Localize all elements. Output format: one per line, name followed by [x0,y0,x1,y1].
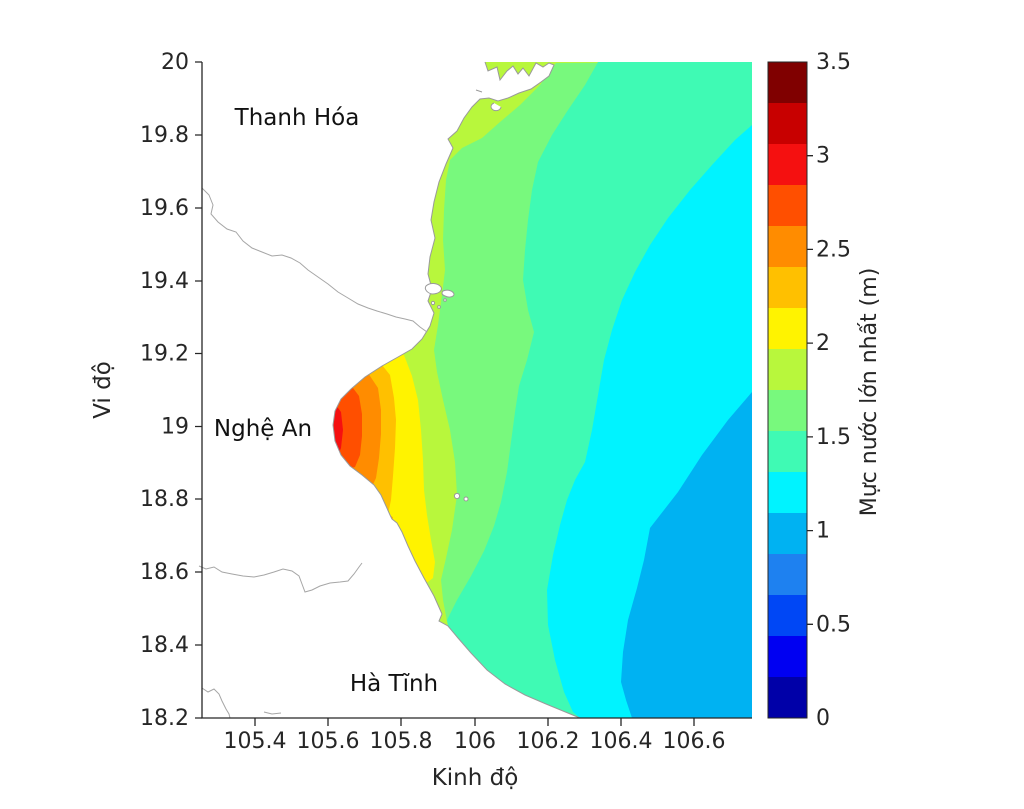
y-tick-18.4: 18.4 [140,633,189,658]
islet [490,102,502,112]
y-axis-label: Vi độ [90,361,116,419]
x-axis-label: Kinh độ [432,765,519,791]
colorbar-ticks [807,155,813,625]
colorbar-segment-0.44-0.66 [768,595,807,636]
islands [424,89,502,502]
colorbar-segment-0.00-0.22 [768,677,807,718]
cbar-tick-1.5: 1.5 [816,425,851,450]
x-tick-106.2: 106.2 [517,729,580,754]
island [441,289,455,298]
colorbar-segment-0.88-1.09 [768,513,807,554]
x-tick-labels: 105.4 105.6 105.8 106 106.2 106.4 106.6 [224,729,726,754]
colorbar-segment-1.09-1.31 [768,472,807,513]
cbar-tick-1: 1 [816,519,830,544]
y-tick-18.2: 18.2 [140,706,189,731]
x-tick-106.4: 106.4 [590,729,653,754]
colorbar-segment-3.06-3.28 [768,103,807,144]
y-tick-19.4: 19.4 [140,269,189,294]
colorbar-segment-2.63-2.84 [768,185,807,226]
colorbar-segment-1.53-1.75 [768,390,807,431]
cbar-tick-3: 3 [816,144,830,169]
x-tick-105.8: 105.8 [370,729,433,754]
colorbar-segment-0.22-0.44 [768,636,807,677]
province-boundaries [198,187,428,719]
y-tick-19.8: 19.8 [140,123,189,148]
y-tick-19: 19 [161,415,189,440]
colorbar-segment-0.66-0.88 [768,554,807,595]
island [424,283,442,295]
colorbar-segment-2.84-3.06 [768,144,807,185]
region-label-nghe-an: Nghệ An [214,416,312,442]
x-tick-105.4: 105.4 [224,729,287,754]
x-tick-106: 106 [454,729,496,754]
region-label-thanh-hoa: Thanh Hóa [234,105,360,131]
colorbar-segment-1.97-2.19 [768,308,807,349]
coastline [332,61,581,719]
islet [475,89,483,93]
colorbar-segment-2.41-2.63 [768,226,807,267]
cbar-tick-3.5: 3.5 [816,50,851,75]
islet [443,298,447,302]
islet [430,300,436,306]
cbar-tick-0.5: 0.5 [816,612,851,637]
colorbar: 0 0.5 1 1.5 2 2.5 3 3.5 Mực nước lớn nhấ… [767,50,882,731]
colorbar-segment-1.75-1.97 [768,349,807,390]
y-tick-19.2: 19.2 [140,342,189,367]
x-tick-106.6: 106.6 [663,729,726,754]
x-tick-105.6: 105.6 [297,729,360,754]
colorbar-frame [767,61,808,719]
boundary-nghe-an-ha-tinh [198,562,363,593]
cbar-tick-0: 0 [816,706,830,731]
colorbar-segment-2.19-2.41 [768,267,807,308]
boundary-thanh-hoa-nghe-an [201,187,428,333]
y-tick-19.6: 19.6 [140,196,189,221]
colorbar-axis-label: Mực nước lớn nhất (m) [857,268,882,517]
colorbar-tick-labels: 0 0.5 1 1.5 2 2.5 3 3.5 [816,50,851,731]
x-axis-ticks [254,718,695,726]
y-axis-ticks [195,61,202,719]
y-tick-18.8: 18.8 [140,487,189,512]
cbar-tick-2.5: 2.5 [816,237,851,262]
y-tick-18.6: 18.6 [140,560,189,585]
islet [437,305,441,309]
islet [463,496,469,502]
region-label-ha-tinh: Hà Tĩnh [350,671,438,697]
cbar-tick-2: 2 [816,331,830,356]
y-tick-labels: 20 19.8 19.6 19.4 19.2 19 18.8 18.6 18.4… [140,50,189,731]
y-tick-20: 20 [161,50,189,75]
colorbar-segment-1.31-1.53 [768,431,807,472]
colorbar-segment-3.28-3.50 [768,62,807,103]
islet [453,492,461,500]
band-0.75-1.0m [621,392,752,718]
boundary-bottom-left [201,687,282,719]
land-polygon [202,62,580,718]
